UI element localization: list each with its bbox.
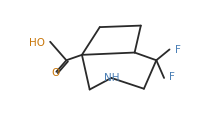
Text: F: F xyxy=(169,72,175,82)
Text: HO: HO xyxy=(29,38,45,48)
Text: F: F xyxy=(175,45,181,55)
Text: O: O xyxy=(51,68,60,78)
Text: NH: NH xyxy=(104,73,119,83)
